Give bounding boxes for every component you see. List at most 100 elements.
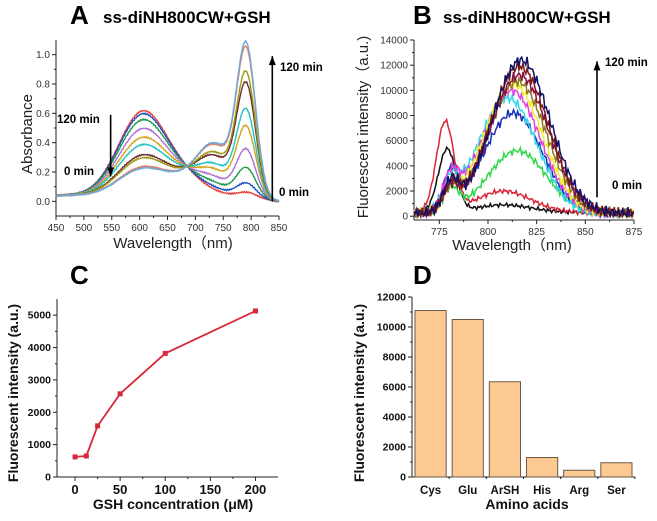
- y-tick-label: 8000: [383, 352, 407, 364]
- panel-b-title: ss-diNH800CW+GSH: [443, 8, 611, 27]
- panel-c-axes: 0 1000 2000 3000 4000 5000 0 50 100 150 200: [28, 299, 278, 497]
- concentration-line: [74, 310, 256, 458]
- panel-b-xlabel: Wavelength（nm): [452, 237, 572, 254]
- y-tick-label: 10000: [377, 322, 406, 334]
- x-tick-label: 775: [431, 227, 448, 238]
- y-tick-label: 2000: [383, 442, 407, 454]
- arrow-up-emission-head: [593, 61, 601, 71]
- data-point: [117, 391, 123, 397]
- panel-b-series: [413, 55, 635, 220]
- panel-a-xlabel: Wavelength（nm): [113, 235, 233, 252]
- y-tick-label: 0: [402, 212, 408, 223]
- y-tick-label: 0.0: [36, 197, 50, 208]
- x-tick-label: Glu: [458, 485, 477, 497]
- y-tick-label: 3000: [28, 374, 52, 386]
- x-tick-label: 875: [626, 227, 643, 238]
- panel-a-annot-120min-right: 120 min: [280, 62, 323, 74]
- emission-curve: [413, 107, 634, 220]
- x-tick-label: 500: [76, 223, 93, 234]
- y-tick-label: 1.0: [36, 50, 50, 61]
- x-tick-label: 200: [245, 482, 267, 497]
- absorbance-curve: [55, 39, 280, 203]
- y-tick-label: 12000: [380, 61, 408, 72]
- panel-b-ylabel: Fluorescent intensity（a.u.): [355, 36, 372, 219]
- x-tick-label: 800: [480, 227, 497, 238]
- data-point: [252, 308, 258, 314]
- x-tick-label: Arg: [569, 485, 589, 497]
- x-tick-label: 450: [48, 223, 65, 234]
- x-tick-label: 825: [528, 227, 545, 238]
- panel-c-letter: C: [70, 260, 89, 290]
- panel-a-axes: 0.0 0.2 0.4 0.6 0.8 1.0 450 500 550 600 650 700 750 8…: [36, 40, 288, 234]
- panel-c-xlabel: GSH concentration (μM): [93, 496, 253, 512]
- x-tick-label: His: [533, 485, 551, 497]
- x-tick-label: 550: [103, 223, 120, 234]
- absorbance-curve: [55, 127, 280, 203]
- x-tick-label: 50: [113, 482, 127, 497]
- panel-d-xlabel: Amino acids: [485, 496, 568, 512]
- arrow-up-790nm-head: [268, 56, 276, 66]
- y-tick-label: 4000: [386, 161, 409, 172]
- y-tick-label: 0: [45, 472, 51, 484]
- absorbance-curve: [55, 107, 280, 203]
- panel-b-axes: 0 2000 4000 6000 8000 10000 12000 14000 775 800 82…: [380, 36, 643, 239]
- x-tick-label: 800: [243, 223, 260, 234]
- panel-b: B ss-diNH800CW+GSH Fluorescent intensity…: [355, 0, 648, 254]
- y-tick-label: 14000: [380, 36, 408, 47]
- emission-curve: [413, 55, 634, 219]
- x-tick-label: 850: [271, 223, 288, 234]
- x-tick-label: Cys: [420, 485, 441, 497]
- panel-a-letter: A: [70, 0, 89, 30]
- x-tick-label: 700: [187, 223, 204, 234]
- y-tick-label: 4000: [383, 412, 407, 424]
- y-tick-label: 6000: [386, 136, 409, 147]
- panel-c-ylabel: Fluorescent intensity (a.u.): [5, 304, 21, 482]
- x-tick-label: 650: [159, 223, 176, 234]
- bar-his: [526, 457, 559, 478]
- panel-a-title: ss-diNH800CW+GSH: [103, 8, 271, 27]
- x-tick-label: 100: [154, 482, 176, 497]
- x-tick-label: ArSH: [491, 485, 520, 497]
- x-tick-label: 150: [199, 482, 221, 497]
- panel-a-ylabel: Absorbance: [19, 94, 36, 174]
- arrow-down-600nm-head: [107, 167, 115, 177]
- panel-a-annot-120min-left: 120 min: [57, 114, 100, 126]
- absorbance-curve: [55, 123, 280, 203]
- panel-b-letter: B: [413, 0, 432, 30]
- panel-a-annotations: 120 min 0 min 120 min 0 min: [57, 56, 323, 202]
- x-tick-label: 0: [71, 482, 78, 497]
- y-tick-label: 10000: [380, 86, 408, 97]
- panel-b-annot-120min: 120 min: [605, 57, 648, 69]
- x-tick-label: 750: [215, 223, 232, 234]
- emission-curve: [413, 117, 634, 217]
- y-tick-label: 2000: [386, 187, 409, 198]
- panel-a-series: [55, 39, 280, 203]
- data-point: [95, 423, 101, 429]
- x-tick-label: 850: [577, 227, 594, 238]
- panel-b-annotations: 120 min 0 min: [593, 57, 648, 198]
- y-tick-label: 6000: [383, 382, 407, 394]
- bar-cys: [414, 310, 447, 478]
- y-tick-label: 5000: [28, 310, 52, 322]
- y-tick-label: 4000: [28, 342, 52, 354]
- panel-d-ylabel: Fluorescent intensity (a.u.): [351, 304, 367, 482]
- bar-glu: [451, 319, 484, 478]
- y-tick-label: 0: [400, 472, 406, 484]
- panel-d: D Fluorescent intensity (a.u.) Amino aci…: [351, 260, 636, 512]
- emission-curve: [413, 71, 635, 219]
- x-tick-label: 600: [131, 223, 148, 234]
- y-tick-label: 0.2: [36, 168, 50, 179]
- panel-d-letter: D: [413, 260, 432, 290]
- y-tick-label: 8000: [386, 111, 409, 122]
- y-tick-label: 0.8: [36, 80, 50, 91]
- panel-a-annot-0min-right: 0 min: [279, 187, 309, 199]
- panel-a-annot-0min-left: 0 min: [64, 166, 94, 178]
- panel-d-bars: [414, 310, 633, 478]
- y-tick-label: 0.6: [36, 109, 50, 120]
- bar-arg: [563, 469, 596, 478]
- panel-a: A ss-diNH800CW+GSH Absorbance Wavelength…: [19, 0, 323, 252]
- y-tick-label: 12000: [377, 292, 406, 304]
- bar-ser: [600, 462, 633, 478]
- y-tick-label: 2000: [28, 407, 52, 419]
